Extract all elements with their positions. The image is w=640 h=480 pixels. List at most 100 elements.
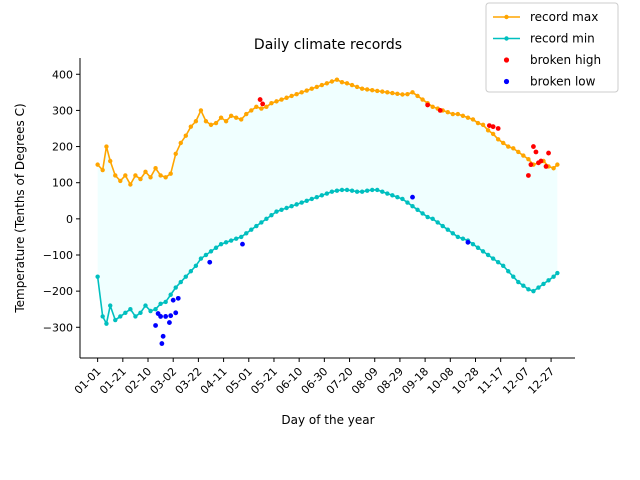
y-tick-label: −200: [43, 285, 73, 298]
broken-high-point: [546, 150, 551, 156]
record-min-point: [375, 187, 380, 193]
broken-low-point: [465, 239, 471, 245]
record-max-point: [264, 104, 269, 109]
y-tick-label: 200: [52, 141, 73, 154]
y-tick-label: 100: [52, 177, 73, 190]
record-min-point: [354, 189, 360, 194]
record-max-point: [506, 144, 511, 149]
x-tick-label: 07-20: [324, 365, 356, 397]
record-max-point: [138, 176, 143, 182]
record-min-point: [304, 198, 309, 203]
record-max-point: [178, 140, 183, 146]
broken-low-point: [163, 314, 169, 319]
broken-low-point: [173, 310, 179, 316]
x-ticks: 01-0101-2102-1003-0203-2204-1105-0105-21…: [72, 358, 557, 397]
broken-high-point: [257, 97, 263, 102]
record-min-point: [123, 310, 128, 316]
record-max-point: [118, 178, 123, 184]
record-min-point: [198, 256, 204, 261]
broken-low-point: [175, 295, 181, 301]
record-max-point: [555, 162, 560, 167]
record-min-point: [233, 236, 239, 241]
record-max-point: [269, 100, 274, 106]
record-max-point: [314, 84, 319, 90]
record-max-point: [324, 81, 330, 86]
y-tick-label: −100: [43, 249, 73, 262]
record-min-point: [551, 274, 556, 279]
record-max-point: [455, 111, 461, 117]
record-max-point: [183, 133, 189, 138]
record-min-point: [203, 252, 209, 258]
record-min-point: [445, 227, 450, 232]
record-max-point: [100, 167, 105, 173]
legend-broken-low-marker: [503, 78, 510, 85]
record-min-point: [440, 223, 445, 229]
record-max-point: [420, 97, 425, 102]
record-max-point: [95, 162, 100, 167]
x-tick-label: 04-11: [198, 365, 230, 397]
record-max-point: [359, 86, 365, 91]
record-max-point: [475, 120, 481, 126]
record-min-point: [420, 211, 425, 216]
record-min-point: [148, 308, 153, 314]
record-min-point: [168, 292, 173, 297]
record-max-point: [133, 173, 138, 178]
x-tick-label: 06-30: [299, 365, 331, 397]
broken-low-point: [167, 320, 172, 325]
record-min-point: [410, 203, 415, 209]
x-tick-label: 08-09: [349, 365, 381, 397]
record-max-point: [380, 89, 385, 94]
x-axis-label: Day of the year: [281, 413, 374, 427]
record-max-point: [430, 104, 435, 109]
record-max-point: [390, 90, 395, 96]
record-max-point: [304, 88, 309, 93]
record-max-point: [339, 80, 345, 85]
record-min-point: [490, 256, 496, 261]
record-max-point: [450, 111, 456, 117]
y-ticks: −300 −200 −100 0 100 200 300 400: [43, 68, 80, 334]
record-min-point: [380, 189, 385, 194]
record-max-point: [239, 117, 244, 122]
record-min-point: [264, 216, 269, 222]
record-max-point: [228, 113, 234, 119]
record-max-point: [516, 149, 521, 155]
legend-record-min-marker: [504, 36, 509, 41]
x-tick-label: 09-18: [399, 365, 431, 397]
x-tick-label: 08-29: [374, 365, 406, 397]
broken-low-point: [158, 314, 164, 319]
record-max-point: [501, 140, 506, 146]
record-min-point: [153, 307, 158, 312]
broken-high-point: [528, 162, 534, 168]
broken-low-point: [410, 194, 415, 200]
record-max-point: [188, 124, 194, 129]
broken-low-point: [160, 333, 166, 339]
record-min-point: [395, 194, 400, 200]
broken-low-point: [240, 241, 245, 247]
record-max-point: [385, 90, 390, 95]
record-max-point: [193, 119, 199, 124]
record-max-point: [148, 175, 153, 180]
y-tick-label: −300: [43, 321, 73, 334]
record-min-point: [425, 214, 430, 220]
record-min-point: [555, 270, 560, 276]
record-min-point: [138, 310, 143, 316]
y-tick-label: 400: [52, 68, 73, 81]
record-min-point: [274, 209, 279, 214]
y-axis-label: Temperature (Tenths of Degrees C): [13, 103, 27, 313]
record-min-point: [511, 274, 516, 279]
record-min-point: [319, 193, 325, 198]
record-min-point: [104, 321, 109, 326]
record-max-point: [203, 119, 209, 124]
record-max-point: [289, 93, 294, 99]
record-min-point: [284, 205, 289, 211]
x-tick-label: 02-10: [122, 365, 154, 397]
record-max-point: [104, 144, 109, 149]
record-min-point: [299, 200, 304, 205]
record-max-point: [299, 90, 304, 95]
record-min-point: [329, 189, 335, 194]
record-max-point: [168, 171, 173, 176]
legend-frame: [485, 2, 619, 93]
record-min-point: [334, 188, 340, 193]
record-max-point: [370, 87, 375, 93]
broken-high-point: [490, 124, 496, 130]
